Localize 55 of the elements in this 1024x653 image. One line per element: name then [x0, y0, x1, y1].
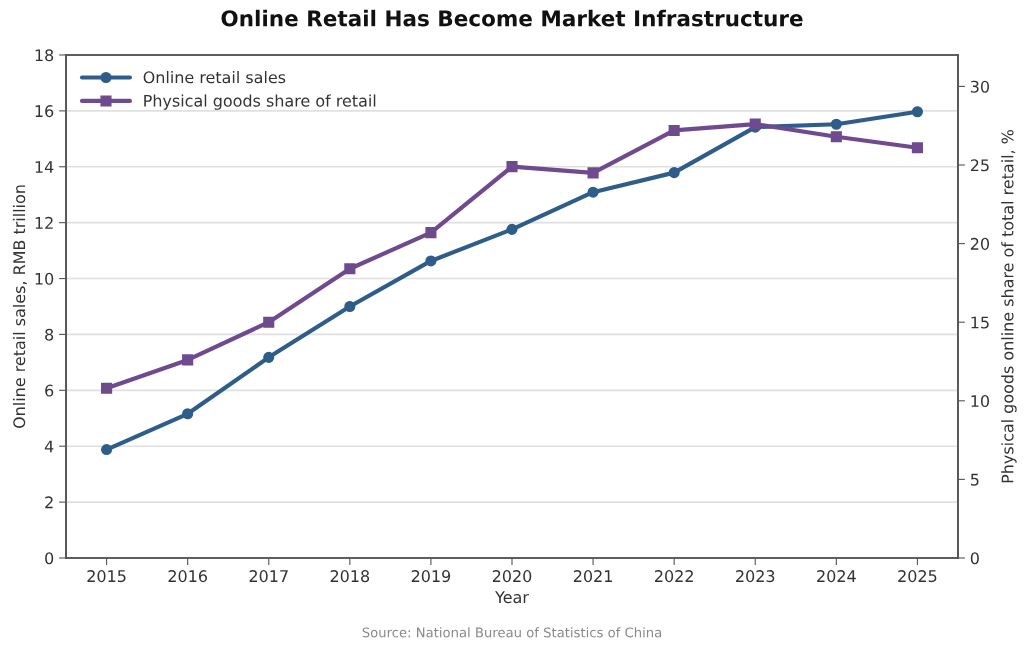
point — [344, 263, 356, 275]
point — [587, 167, 599, 179]
y2-tick-label: 25 — [970, 159, 989, 172]
y2-tick-label: 0 — [970, 552, 979, 565]
y-tick-label: 14 — [35, 161, 54, 173]
x-tick-label: 2018 — [330, 570, 370, 583]
x-tick-label: 2022 — [655, 570, 693, 583]
point — [263, 351, 275, 363]
y2-tick-label: 15 — [971, 316, 989, 329]
x-tick-label: 2021 — [573, 570, 612, 583]
x-tick-label: 2025 — [898, 570, 937, 583]
y2-tick-label: 5 — [970, 473, 979, 486]
y-tick-label: 18 — [35, 49, 54, 62]
y-tick-label: 2 — [45, 496, 53, 509]
x-tick-label: 2024 — [817, 570, 856, 583]
y-tick-label: 4 — [44, 440, 54, 453]
point — [263, 316, 275, 328]
y2-tick-label: 30 — [970, 80, 990, 93]
point — [101, 444, 113, 456]
point — [344, 300, 356, 313]
point — [830, 131, 842, 143]
point — [668, 124, 680, 136]
point — [101, 382, 113, 394]
y-tick-label: 0 — [45, 552, 54, 565]
y-tick-label: 10 — [35, 272, 54, 285]
x-tick-label: 2023 — [736, 570, 775, 583]
y-tick-label: 16 — [35, 105, 54, 118]
x-tick-label: 2016 — [168, 570, 207, 583]
y-tick-label: 8 — [45, 328, 54, 341]
point — [506, 161, 518, 173]
x-tick-label: 2015 — [87, 570, 126, 583]
x-tick-label: 2019 — [411, 570, 451, 583]
y2-tick-label: 10 — [971, 395, 990, 408]
point — [182, 354, 194, 366]
point — [911, 142, 923, 154]
point — [425, 255, 437, 267]
y2-tick-label: 20 — [970, 237, 990, 250]
legend-label: Physical goods share of retail — [144, 94, 376, 110]
point — [506, 223, 518, 235]
x-tick-label: 2017 — [249, 570, 288, 583]
y2-axis-title: Physical goods online share of total retail, % — [1001, 129, 1017, 483]
source-note: Source: National Bureau of Statistics of China — [362, 627, 662, 638]
legend-label: Online retail sales — [143, 70, 286, 84]
y-axis-title: Online retail sales, RMB trillion — [12, 185, 27, 429]
chart-title: Online Retail Has Become Market Infrastructure — [221, 9, 803, 27]
x-axis-title: Year — [495, 591, 529, 604]
y-tick-label: 6 — [45, 384, 54, 397]
point — [587, 186, 599, 198]
y-tick-label: 12 — [35, 216, 53, 229]
point — [668, 167, 680, 179]
x-tick-label: 2020 — [492, 570, 532, 583]
point — [830, 118, 842, 130]
point — [182, 408, 194, 420]
point — [911, 106, 923, 118]
point — [425, 227, 437, 239]
